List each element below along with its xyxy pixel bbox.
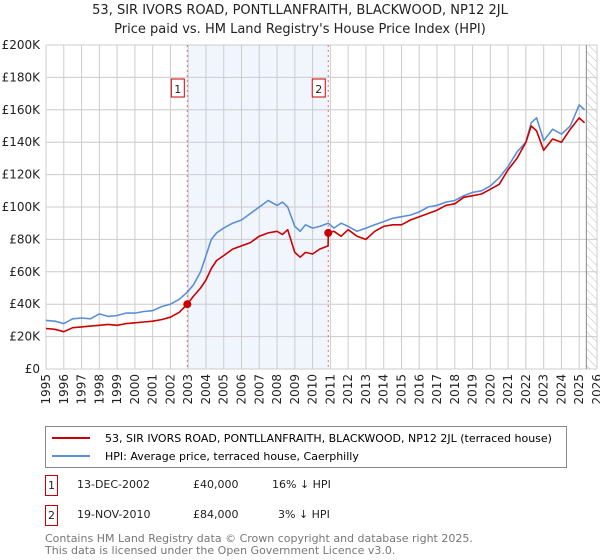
y-tick-label: £140K xyxy=(2,135,42,149)
x-tick-label: 2025 xyxy=(572,374,586,405)
legend-item-hpi: HPI: Average price, terraced house, Caer… xyxy=(46,448,359,464)
x-tick-label: 2007 xyxy=(252,374,266,405)
y-tick-label: £180K xyxy=(2,70,42,84)
x-tick-label: 2019 xyxy=(466,374,480,405)
y-tick-label: £120K xyxy=(2,168,42,182)
y-tick-label: £60K xyxy=(9,265,41,279)
x-tick-label: 2006 xyxy=(235,374,249,405)
transaction-date: 19-NOV-2010 xyxy=(77,508,151,521)
legend-label-hpi: HPI: Average price, terraced house, Caer… xyxy=(105,449,359,463)
sale-marker-label: 1 xyxy=(174,83,181,96)
sale-marker-box xyxy=(170,78,185,98)
transaction-price: £84,000 xyxy=(193,508,239,521)
x-tick-label: 2017 xyxy=(430,374,444,405)
x-tick-label: 1999 xyxy=(110,374,124,405)
y-tick-label: £0 xyxy=(25,362,40,376)
x-tick-label: 2005 xyxy=(217,374,231,405)
x-tick-label: 2020 xyxy=(483,374,497,405)
legend-red-line xyxy=(52,437,90,439)
x-tick-label: 2002 xyxy=(163,374,177,405)
x-tick-label: 2018 xyxy=(448,374,462,405)
x-tick-label: 2021 xyxy=(501,374,515,405)
x-tick-label: 2009 xyxy=(288,374,302,405)
sale-marker-box xyxy=(311,78,326,98)
x-tick-label: 1995 xyxy=(39,374,53,405)
x-tick-label: 2011 xyxy=(323,374,337,405)
x-tick-label: 1998 xyxy=(92,374,106,405)
y-tick-label: £20K xyxy=(9,330,41,344)
legend-blue-line xyxy=(52,455,90,457)
x-tick-label: 2012 xyxy=(341,374,355,405)
transaction-hpi-diff: 3% ↓ HPI xyxy=(278,508,330,521)
chart-subtitle: Price paid vs. HM Land Registry's House … xyxy=(114,22,486,37)
x-tick-label: 2015 xyxy=(394,374,408,405)
y-tick-label: £100K xyxy=(2,200,42,214)
hpi-series-line xyxy=(45,104,586,325)
x-tick-label: 2010 xyxy=(306,374,320,405)
chart-title: 53, SIR IVORS ROAD, PONTLLANFRAITH, BLAC… xyxy=(92,3,508,18)
x-tick-label: 1996 xyxy=(57,374,71,405)
sale-marker-label: 2 xyxy=(315,83,322,96)
marker-badge: 1 xyxy=(45,475,58,496)
y-tick-label: £80K xyxy=(9,232,41,246)
legend-label-property: 53, SIR IVORS ROAD, PONTLLANFRAITH, BLAC… xyxy=(105,431,552,445)
footer-copyright: Contains HM Land Registry data © Crown c… xyxy=(45,532,473,545)
transaction-hpi-diff: 16% ↓ HPI xyxy=(272,478,331,491)
x-tick-label: 2004 xyxy=(199,374,213,405)
x-tick-label: 2013 xyxy=(359,374,373,405)
x-tick-label: 2023 xyxy=(537,374,551,405)
x-tick-label: 2014 xyxy=(377,374,391,405)
y-tick-label: £200K xyxy=(2,38,42,52)
x-tick-label: 2026 xyxy=(590,374,600,405)
legend: 53, SIR IVORS ROAD, PONTLLANFRAITH, BLAC… xyxy=(45,426,567,468)
marker-badge: 2 xyxy=(45,505,58,526)
x-tick-label: 1997 xyxy=(75,374,89,405)
price-chart: 1995 1996 1997 1998 1999 2000 2001 2002 2003 2004… xyxy=(2,38,600,405)
x-tick-label: 2022 xyxy=(519,374,533,405)
x-tick-label: 2008 xyxy=(270,374,284,405)
transaction-date: 13-DEC-2002 xyxy=(77,478,151,491)
sale-point xyxy=(324,228,333,237)
y-tick-label: £160K xyxy=(2,103,42,117)
x-tick-label: 2016 xyxy=(412,374,426,405)
x-tick-label: 2003 xyxy=(181,374,195,405)
price-paid-series-line xyxy=(45,117,586,333)
transaction-price: £40,000 xyxy=(193,478,239,491)
footer-licence: This data is licensed under the Open Gov… xyxy=(45,544,396,557)
x-tick-label: 2001 xyxy=(146,374,160,405)
x-tick-label: 2024 xyxy=(554,374,568,405)
x-tick-label: 2000 xyxy=(128,374,142,405)
y-tick-label: £40K xyxy=(9,297,41,311)
sale-point xyxy=(183,300,192,309)
legend-item-property: 53, SIR IVORS ROAD, PONTLLANFRAITH, BLAC… xyxy=(46,430,552,446)
